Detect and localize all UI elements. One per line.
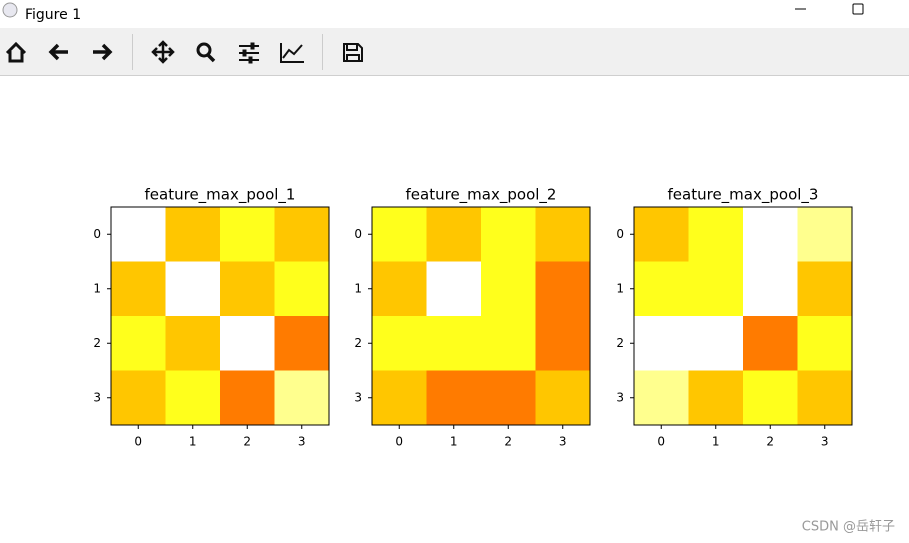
y-tick-label: 2 [93,336,101,350]
heatmap-cell [481,207,536,262]
heatmap-cell [220,370,275,426]
heatmap-cell [111,370,166,426]
x-tick-label: 3 [821,435,829,449]
heatmap-cell [797,316,853,371]
heatmap-cell [165,207,221,262]
y-tick-label: 3 [354,390,362,404]
heatmap-cell [743,370,798,426]
x-tick-label: 1 [450,435,458,449]
heatmap-cell [481,370,536,426]
heatmap-cell [165,370,221,426]
heatmap-cell [220,261,275,317]
heatmap-cell [743,316,798,371]
heatmap-cell [274,316,330,371]
heatmap-cell [426,207,482,262]
y-tick-label: 0 [93,227,101,241]
forward-button[interactable] [93,43,113,61]
zoom-button[interactable] [196,42,212,58]
y-tick-label: 1 [354,281,362,295]
heatmap-cell [634,316,689,371]
heatmap-cell [426,316,482,371]
y-tick-label: 3 [93,390,101,404]
maximize-button[interactable] [852,3,864,15]
heatmap-cell [688,316,744,371]
heatmap-cell [634,261,689,317]
heatmap-cell [426,261,482,317]
back-button[interactable] [48,43,68,61]
heatmap-cell [111,207,166,262]
x-tick-label: 2 [766,435,774,449]
x-tick-label: 1 [189,435,197,449]
heatmap-cell [634,207,689,262]
slider-knob [250,42,255,50]
y-tick-label: 0 [616,227,624,241]
heatmap-cell [688,207,744,262]
heatmap-cell [743,207,798,262]
x-tick-label: 0 [395,435,403,449]
heatmap-cell [535,261,591,317]
save-button[interactable] [343,43,363,62]
axes-frame [371,206,591,426]
heatmap-cell [743,261,798,317]
watermark: CSDN @岳轩子 [802,520,895,535]
x-tick-label: 0 [657,435,665,449]
edit-axis-button[interactable] [280,43,304,63]
heatmap-cell [535,316,591,371]
x-tick-label: 2 [243,435,251,449]
x-tick-label: 1 [712,435,720,449]
chart-title: feature_max_pool_2 [406,186,557,205]
heatmap-cell [220,207,275,262]
heatmap-cell [111,261,166,317]
y-tick-label: 0 [354,227,362,241]
axes-frame [633,206,853,426]
x-tick-label: 3 [298,435,306,449]
heatmap-cell [372,316,427,371]
chart-title: feature_max_pool_3 [668,186,819,205]
slider-knob [242,49,247,57]
toolbar [0,28,909,75]
y-tick-label: 2 [354,336,362,350]
heatmap-cell [372,207,427,262]
heatmap-cell [688,370,744,426]
chart-title: feature_max_pool_1 [145,186,296,205]
heatmap-cell [274,370,330,426]
home-button[interactable] [5,41,27,63]
heatmap-cell [372,261,427,317]
y-tick-label: 2 [616,336,624,350]
heatmap-cell [372,370,427,426]
x-tick-label: 0 [134,435,142,449]
heatmap-cell [111,316,166,371]
window-title: Figure 1 [25,7,81,23]
axes-frame [110,206,330,426]
slider-knob [248,56,253,64]
heatmap-cell [535,207,591,262]
y-tick-label: 1 [93,281,101,295]
heatmap-cell [274,261,330,317]
heatmap-cell [797,370,853,426]
app-icon [2,2,18,18]
heatmap-cell [274,207,330,262]
y-tick-label: 1 [616,281,624,295]
heatmap-cell [797,207,853,262]
heatmap-cell [688,261,744,317]
heatmap-cell [220,316,275,371]
heatmap-cell [165,316,221,371]
heatmap-cell [797,261,853,317]
x-tick-label: 3 [559,435,567,449]
heatmap-cell [481,261,536,317]
heatmap-cell [165,261,221,317]
zoom-handle [206,53,216,63]
heatmap-cell [426,370,482,426]
pan-button[interactable] [151,40,175,64]
heatmap-cell [634,370,689,426]
x-tick-label: 2 [504,435,512,449]
y-tick-label: 3 [616,390,624,404]
heatmap-cell [481,316,536,371]
heatmap-cell [535,370,591,426]
toolbar-icons [5,34,363,70]
title-bar [0,0,909,28]
